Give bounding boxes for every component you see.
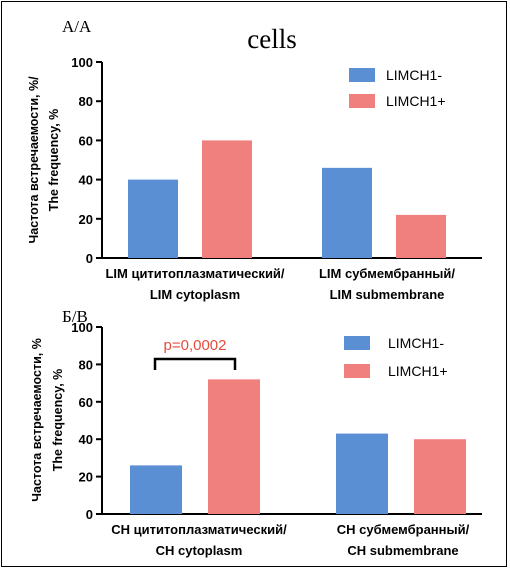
x-category-label: LIM cytoplasm: [150, 287, 240, 302]
bar-limch1--1: [336, 433, 388, 514]
legend-swatch: [344, 364, 370, 378]
y-tick-label: 100: [71, 320, 93, 335]
x-category-label: CH submembrane: [347, 543, 458, 558]
y-tick-label: 0: [86, 507, 93, 522]
y-axis-label: Частота встречаемости, %/: [27, 76, 41, 244]
bar-limch1--1: [396, 214, 446, 258]
bar-limch1--0: [208, 379, 260, 514]
bar-limch1--0: [202, 140, 252, 258]
y-axis-label: The frequency, %: [51, 369, 65, 472]
panel-label: Б/В: [62, 307, 88, 326]
panel-label: А/А: [62, 17, 92, 36]
y-axis-label: Частота встречаемости, %: [30, 338, 44, 502]
y-tick-label: 40: [79, 173, 93, 188]
legend-swatch: [349, 94, 375, 108]
x-category-label: CH cytoplasm: [156, 543, 243, 558]
y-tick-label: 40: [79, 432, 93, 447]
x-category-label: CH цититоплазматический/: [111, 522, 287, 537]
y-axis-label: The frequency, %: [47, 109, 61, 212]
bar-limch1--1: [322, 167, 372, 258]
legend-swatch: [349, 68, 375, 82]
y-tick-label: 60: [79, 133, 93, 148]
legend-swatch: [344, 336, 370, 350]
y-tick-label: 100: [71, 55, 93, 70]
y-tick-label: 80: [79, 357, 93, 372]
x-category-label: LIM субмембранный/: [319, 266, 455, 281]
y-tick-label: 20: [79, 212, 93, 227]
legend-entry: LIMCH1-: [386, 67, 442, 83]
bar-limch1--1: [414, 439, 466, 514]
y-tick-label: 20: [79, 470, 93, 485]
bar-limch1--0: [128, 179, 178, 258]
y-tick-label: 60: [79, 395, 93, 410]
significance-bracket: [153, 357, 237, 370]
x-category-label: CH субмембранный/: [337, 522, 470, 537]
y-tick-label: 0: [86, 251, 93, 266]
legend-entry: LIMCH1-: [388, 335, 444, 351]
x-category-label: LIM submembrane: [330, 287, 445, 302]
legend-entry: LIMCH1+: [388, 363, 448, 379]
figure-title: cells: [247, 24, 296, 54]
y-tick-label: 80: [79, 94, 93, 109]
bar-limch1--0: [130, 465, 182, 514]
x-category-label: LIM цититоплазматический/: [105, 266, 284, 281]
legend-entry: LIMCH1+: [386, 93, 446, 109]
p-value-annotation: p=0,0002: [164, 337, 227, 354]
